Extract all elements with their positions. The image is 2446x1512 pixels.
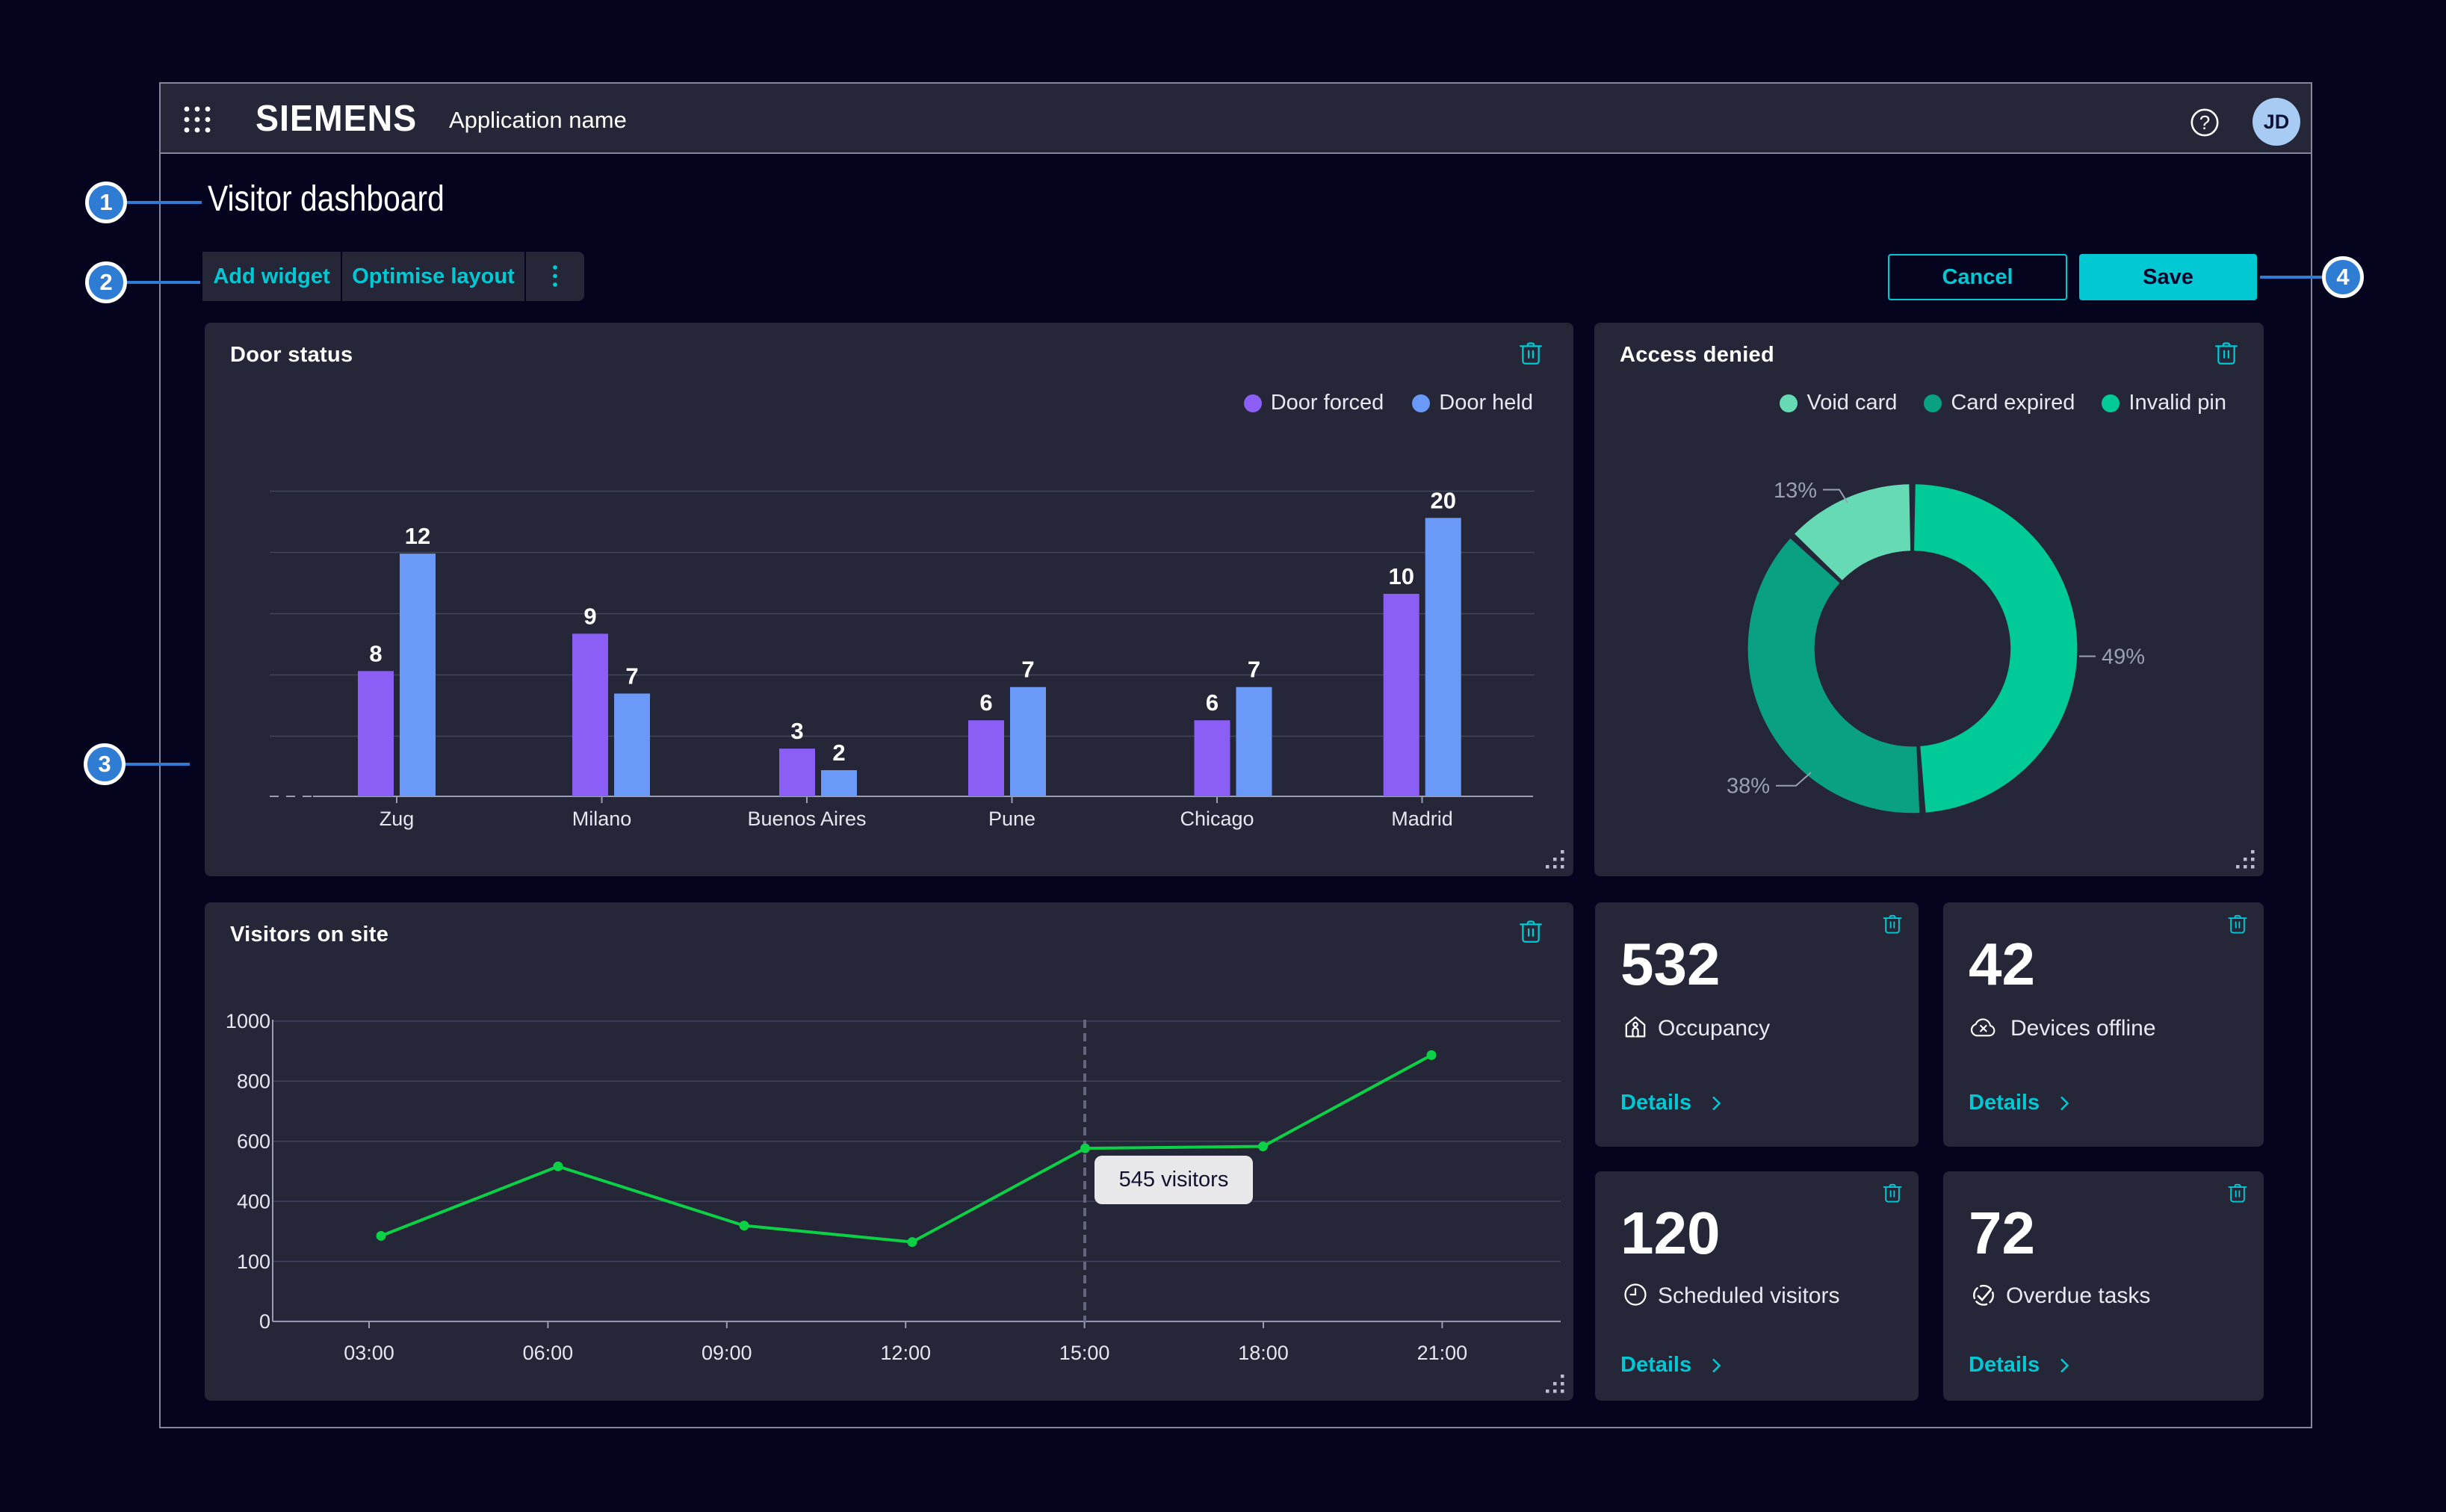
svg-text:09:00: 09:00 [702,1342,752,1364]
svg-text:100: 100 [237,1251,270,1273]
svg-text:49%: 49% [2102,645,2145,669]
svg-text:Milano: Milano [572,808,632,830]
svg-text:12:00: 12:00 [880,1342,931,1364]
svg-text:3: 3 [790,718,803,744]
svg-text:?: ? [2199,111,2210,134]
svg-text:10: 10 [1388,563,1414,589]
svg-text:06:00: 06:00 [523,1342,574,1364]
svg-text:7: 7 [1248,657,1260,683]
svg-text:03:00: 03:00 [344,1342,394,1364]
svg-text:7: 7 [625,663,638,689]
svg-text:18:00: 18:00 [1238,1342,1289,1364]
svg-text:Pune: Pune [988,808,1035,830]
svg-text:13%: 13% [1774,479,1817,503]
svg-text:Madrid: Madrid [1391,808,1453,830]
svg-text:15:00: 15:00 [1059,1342,1110,1364]
svg-text:6: 6 [1206,690,1219,716]
svg-text:38%: 38% [1727,775,1770,799]
svg-text:Zug: Zug [380,808,415,830]
svg-text:800: 800 [237,1071,270,1093]
svg-text:6: 6 [979,690,992,716]
svg-text:9: 9 [583,603,596,629]
svg-text:20: 20 [1430,487,1455,513]
svg-text:1000: 1000 [226,1010,270,1032]
svg-text:Chicago: Chicago [1180,808,1254,830]
svg-text:400: 400 [237,1191,270,1213]
svg-text:21:00: 21:00 [1417,1342,1468,1364]
svg-text:7: 7 [1021,657,1034,683]
svg-text:12: 12 [405,523,430,549]
svg-text:2: 2 [832,740,845,766]
svg-text:Buenos Aires: Buenos Aires [747,808,866,830]
svg-text:600: 600 [237,1130,270,1153]
svg-text:8: 8 [369,640,382,666]
svg-text:0: 0 [259,1310,270,1333]
